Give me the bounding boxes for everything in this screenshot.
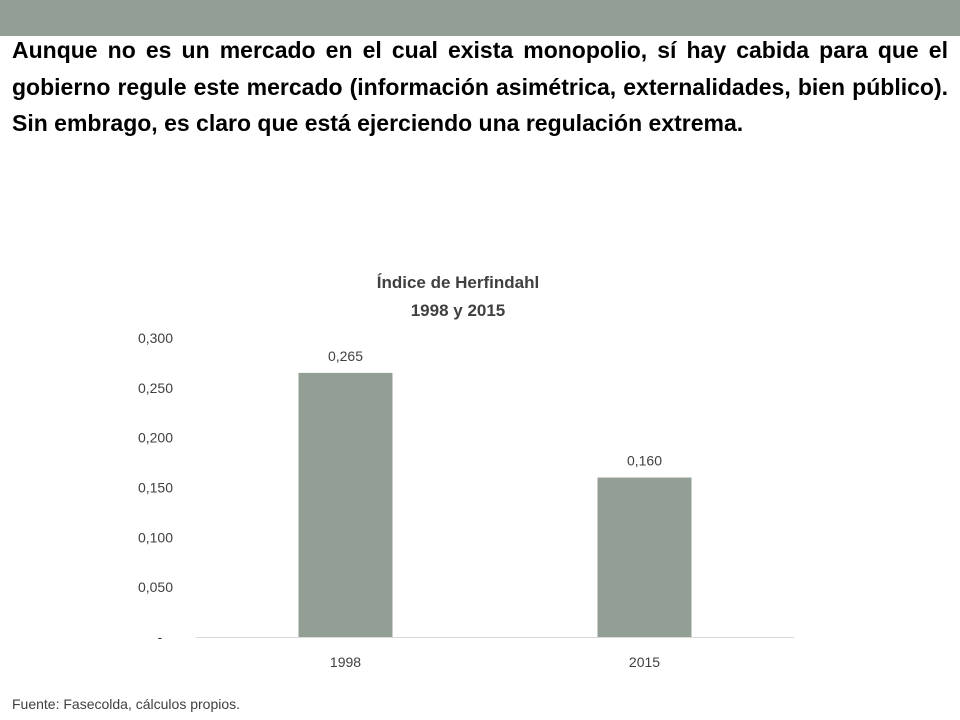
x-tick-label-1998: 1998 xyxy=(330,654,361,670)
x-axis: 1998 2015 xyxy=(330,654,660,670)
bars-group: 0,265 0,160 xyxy=(298,348,692,637)
chart-title: Índice de Herfindahl xyxy=(377,273,539,292)
x-tick-label-2015: 2015 xyxy=(629,654,660,670)
y-tick-label: - xyxy=(158,629,163,645)
y-tick-label: 0,250 xyxy=(138,380,173,396)
source-note: Fuente: Fasecolda, cálculos propios. xyxy=(12,696,241,712)
slide-body-text: Aunque no es un mercado en el cual exist… xyxy=(12,37,948,136)
chart-canvas: Índice de Herfindahl 1998 y 2015 - 0,050 0… xyxy=(138,273,794,670)
herfindahl-chart: Índice de Herfindahl 1998 y 2015 - 0,050 0… xyxy=(0,260,960,680)
y-tick-label: 0,050 xyxy=(138,579,173,595)
y-tick-label: 0,200 xyxy=(138,430,173,446)
y-axis: - 0,050 0,100 0,150 0,200 0,250 0,300 xyxy=(138,330,173,645)
data-label-2015: 0,160 xyxy=(627,453,662,469)
top-accent-bar xyxy=(0,0,960,36)
y-tick-label: 0,150 xyxy=(138,480,173,496)
chart-subtitle: 1998 y 2015 xyxy=(411,301,506,320)
y-tick-label: 0,300 xyxy=(138,330,173,346)
bar-2015 xyxy=(597,477,692,637)
data-label-1998: 0,265 xyxy=(328,348,363,364)
y-tick-label: 0,100 xyxy=(138,529,173,545)
bar-1998 xyxy=(298,372,393,637)
